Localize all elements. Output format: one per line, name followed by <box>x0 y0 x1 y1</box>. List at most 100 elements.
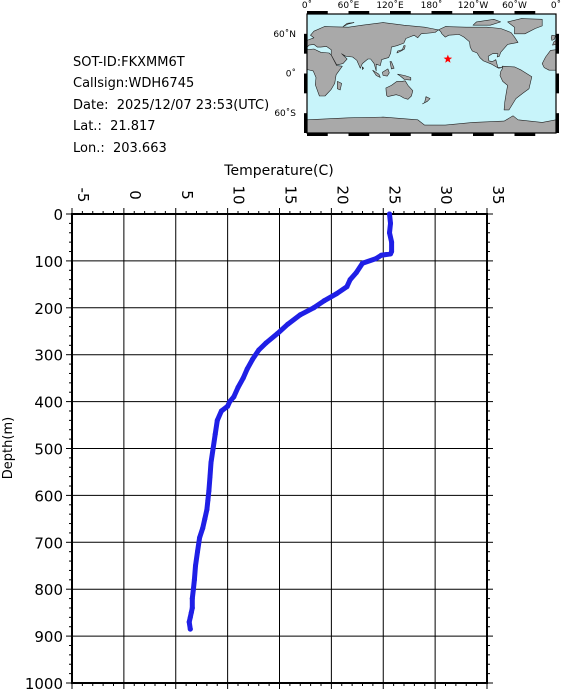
temperature-profile-point <box>334 291 340 297</box>
temperature-profile-point <box>311 305 317 311</box>
latitude-text: Lat.: 21.817 <box>73 119 156 135</box>
float-info: SOT-ID:FKXMM6T Callsign:WDH6745 Date: 20… <box>73 52 269 159</box>
map-lat-label: 0˚ <box>286 69 296 80</box>
temperature-profile-point <box>210 446 216 451</box>
y-tick-label: 300 <box>34 347 63 365</box>
y-tick-label: 900 <box>34 628 63 646</box>
y-tick-label: 500 <box>34 441 63 459</box>
map-lon-label: 120˚E <box>376 0 404 11</box>
map-landmass <box>550 34 556 41</box>
temperature-profile-point <box>189 596 195 602</box>
date-text: Date: 2025/12/07 23:53(UTC) <box>73 97 270 113</box>
map-frame-segment <box>473 133 494 136</box>
chart-grid <box>71 213 488 684</box>
map-landmass <box>342 22 355 27</box>
x-tick-label: 30 <box>437 185 455 204</box>
callsign-text: Callsign:WDH6745 <box>73 76 195 92</box>
map-land <box>306 18 557 134</box>
temperature-profile-point <box>373 256 379 262</box>
temperature-profile-point <box>231 394 237 400</box>
y-tick-label: 0 <box>53 206 63 224</box>
map-frame-segment <box>431 11 453 14</box>
temperature-profile-point <box>214 417 220 423</box>
x-axis-label: Temperature(C) <box>223 163 333 179</box>
x-tick-label: 10 <box>230 185 248 204</box>
y-tick-label: 600 <box>34 487 63 505</box>
y-tick-label: 200 <box>34 300 63 318</box>
temperature-profile-point <box>387 230 392 236</box>
temperature-profile-point <box>204 507 210 512</box>
x-tick-label: 20 <box>333 185 351 204</box>
map-landmass <box>389 61 395 70</box>
temperature-profile-point <box>197 535 203 541</box>
map-frame-segment <box>514 11 536 14</box>
temperature-profile-point <box>189 605 195 611</box>
temperature-profile-point <box>200 525 206 531</box>
temperature-profile-point <box>218 408 224 414</box>
map-frame-segment <box>304 73 307 94</box>
temperature-profile-point <box>344 284 350 290</box>
map-landmass <box>422 96 431 105</box>
temperature-profile-point <box>347 277 353 283</box>
temperature-profile-point <box>190 586 196 592</box>
temperature-profile-point <box>285 321 291 327</box>
temperature-profile-point <box>187 614 193 620</box>
temperature-profile-point <box>353 270 359 276</box>
temperature-profile-point <box>206 488 212 494</box>
x-tick-label: 25 <box>385 185 403 204</box>
chart-frame <box>66 208 493 689</box>
temperature-profile-point <box>387 211 392 217</box>
temperature-profile-point <box>235 385 241 390</box>
temperature-profile-point <box>240 375 246 381</box>
map-frame-segment <box>307 133 328 136</box>
map-landmass <box>385 80 414 100</box>
map-frame-segment <box>307 11 328 14</box>
map-landmass <box>306 22 439 72</box>
temperature-profile-point <box>186 619 192 625</box>
map-lon-label: 60˚W <box>502 0 527 11</box>
x-tick-label: 15 <box>282 185 300 204</box>
temperature-profile-point <box>274 331 280 337</box>
map-landmass <box>499 65 533 111</box>
temperature-profile-point <box>250 356 255 362</box>
temperature-profile-point <box>207 474 213 480</box>
map-frame-segment <box>348 133 370 136</box>
map-lon-label: 180˚ <box>421 0 443 11</box>
temperature-profile-point <box>244 366 250 372</box>
temperature-profile-point <box>256 347 262 353</box>
temperature-profile-point <box>195 549 200 555</box>
map-lon-label: 120˚W <box>458 0 489 11</box>
map-landmass <box>382 68 390 77</box>
temperature-profile-point <box>205 497 211 503</box>
map-frame-segment <box>390 133 411 136</box>
world-map: 0˚ 60˚E 120˚E 180˚ 120˚W 60˚W 0˚ 60˚N 0˚ 60˚S <box>273 0 561 136</box>
temperature-profile-line <box>186 211 395 632</box>
temperature-profile-point <box>225 403 231 409</box>
x-tick-label: -5 <box>74 188 92 203</box>
map-landmass <box>337 81 342 91</box>
map-frame-segment <box>514 133 536 136</box>
map-lon-label: 60˚E <box>338 0 360 11</box>
map-landmass <box>397 73 412 81</box>
temperature-profile-point <box>188 610 194 616</box>
map-frame <box>304 11 559 136</box>
temperature-profile-point <box>193 563 198 569</box>
map-frame-segment <box>556 33 559 54</box>
star-icon <box>443 54 453 63</box>
temperature-profile-point <box>263 340 269 346</box>
map-frame-segment <box>304 33 307 54</box>
y-tick-label: 700 <box>34 534 63 552</box>
map-landmass <box>362 66 364 70</box>
x-tick-label: 5 <box>178 190 196 200</box>
map-lon-label: 0˚ <box>302 0 312 11</box>
map-frame-segment <box>556 73 559 94</box>
map-frame-segment <box>348 11 370 14</box>
temperature-profile-point <box>297 312 303 318</box>
temperature-profile-point <box>389 239 395 245</box>
map-landmass <box>372 69 381 78</box>
y-tick-label: 800 <box>34 581 63 599</box>
map-landmass <box>438 26 519 69</box>
map-landmass <box>306 48 343 97</box>
temperature-profile-point <box>360 260 365 266</box>
temperature-profile-point <box>202 516 208 522</box>
